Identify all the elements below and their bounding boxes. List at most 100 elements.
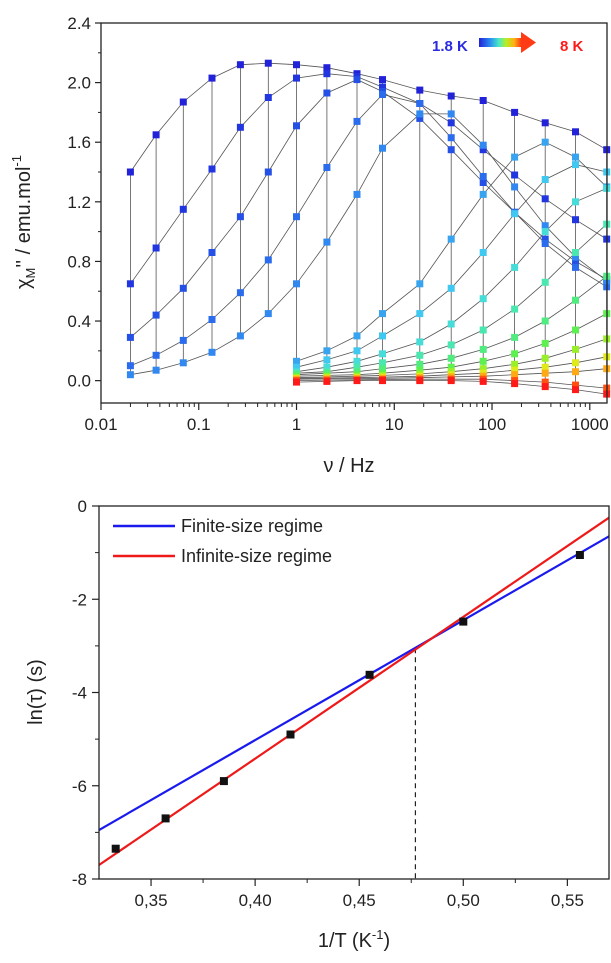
top-ticks: 0.0 0.4 0.8 1.2 1.6 2.0 2.4 0.01 0.1 1 10 100 1000 — [67, 14, 608, 434]
data-point — [572, 153, 579, 161]
series-curve-1 — [130, 73, 607, 285]
top-x-tick-label: 1 — [292, 415, 301, 434]
data-point — [447, 134, 455, 142]
data-point — [572, 257, 579, 265]
data-point — [264, 256, 272, 264]
data-point — [416, 114, 424, 122]
data-point — [208, 348, 216, 356]
data-point — [447, 354, 455, 362]
data-point — [208, 316, 216, 323]
data-point — [479, 146, 487, 154]
data-point — [511, 350, 519, 358]
series-curve-0 — [130, 62, 607, 173]
data-point — [416, 366, 424, 374]
data-point — [152, 366, 160, 374]
data-point — [511, 380, 519, 388]
data-point — [208, 74, 216, 82]
bottom-x-tick-label: 0,35 — [134, 891, 167, 910]
data-point — [379, 310, 386, 318]
data-point — [572, 128, 579, 136]
bottom-x-tick-label: 0,45 — [343, 891, 376, 910]
data-point — [236, 289, 244, 297]
data-point — [572, 359, 579, 367]
fit-line-0 — [98, 535, 610, 831]
data-point — [236, 61, 244, 69]
data-point — [479, 249, 487, 256]
data-point — [379, 144, 386, 152]
data-point — [541, 378, 549, 386]
arrhenius-point — [111, 844, 120, 853]
data-point — [479, 377, 487, 385]
data-point — [572, 216, 579, 224]
data-point — [126, 280, 134, 288]
data-point — [479, 357, 487, 365]
bottom-ticks: 0 -2 -4 -6 -8 0,35 0,40 0,45 0,50 0,55 — [72, 497, 584, 910]
top-x-tick-label: 0.01 — [84, 415, 117, 434]
data-point — [323, 356, 331, 364]
bottom-y-axis-label: ln(τ) (s) — [25, 659, 47, 725]
data-point — [353, 76, 361, 84]
data-point — [511, 366, 519, 374]
top-x-tick-label: 10 — [385, 415, 404, 434]
data-point — [479, 97, 487, 104]
data-point — [323, 238, 331, 246]
data-point — [379, 91, 386, 98]
data-point — [416, 338, 424, 346]
data-point — [323, 89, 331, 97]
data-point — [447, 235, 455, 243]
data-point — [541, 383, 549, 391]
data-point — [447, 341, 455, 349]
data-point — [541, 369, 549, 377]
data-point — [179, 205, 187, 213]
bottom-x-axis-label: 1/T (K-1) — [318, 927, 390, 952]
data-point — [479, 345, 487, 353]
data-point — [353, 332, 361, 340]
data-point — [236, 123, 244, 131]
data-point — [152, 244, 160, 252]
data-point — [447, 146, 455, 154]
fit-line-1 — [98, 516, 610, 866]
data-point — [152, 351, 160, 359]
data-point — [479, 326, 487, 334]
data-point — [179, 336, 187, 344]
data-point — [447, 119, 455, 127]
data-point — [479, 179, 487, 186]
arrhenius-point — [161, 814, 170, 823]
bottom-y-tick-label: -2 — [72, 590, 87, 609]
data-point — [572, 198, 579, 206]
data-point — [541, 278, 549, 286]
legend-label-infinite: Infinite-size regime — [181, 546, 332, 566]
bottom-y-tick-label: 0 — [78, 497, 87, 516]
data-point — [511, 360, 519, 368]
legend-label-finite: Finite-size regime — [181, 516, 323, 536]
data-point — [293, 74, 300, 82]
range-low-label: 1.8 K — [432, 38, 468, 55]
data-point — [447, 320, 455, 328]
data-point — [572, 386, 579, 394]
data-point — [208, 249, 216, 256]
data-point — [264, 310, 272, 318]
data-point — [572, 381, 579, 389]
data-point — [323, 164, 331, 171]
data-point — [479, 190, 487, 198]
data-point — [353, 357, 361, 365]
bottom-x-tick-label: 0,40 — [239, 891, 272, 910]
data-point — [126, 168, 134, 176]
bottom-chart: 0 -2 -4 -6 -8 0,35 0,40 0,45 0,50 0,55 Finite-siz… — [25, 497, 610, 952]
data-point — [479, 173, 487, 180]
data-point — [572, 368, 579, 376]
top-plot-frame — [100, 22, 608, 404]
data-point — [541, 176, 549, 183]
data-point — [511, 183, 519, 191]
data-point — [511, 333, 519, 341]
data-point — [572, 263, 579, 271]
data-point — [323, 64, 331, 72]
data-point — [479, 295, 487, 303]
bottom-plot-content — [98, 516, 610, 879]
top-y-tick-label: 2.0 — [67, 74, 91, 93]
data-point — [379, 332, 386, 340]
top-x-tick-label: 0.1 — [187, 415, 211, 434]
data-point — [179, 98, 187, 106]
data-point — [293, 280, 300, 288]
data-point — [541, 138, 549, 146]
